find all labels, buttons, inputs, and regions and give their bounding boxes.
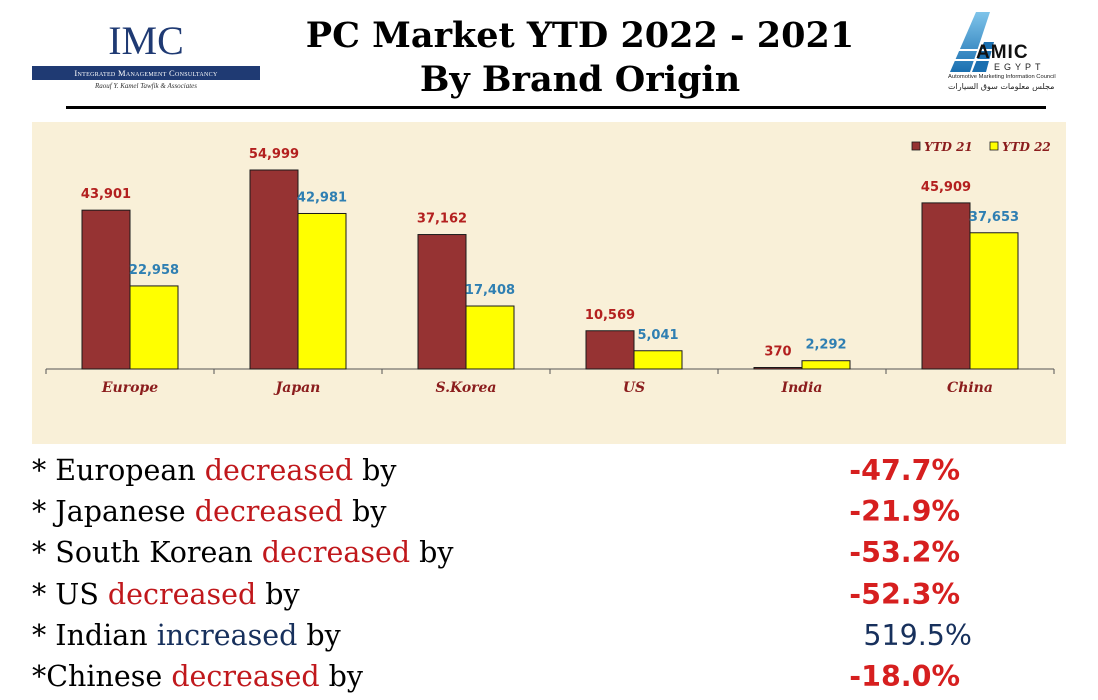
summary-list: * European decreased by -47.7% * Japanese …	[32, 450, 1072, 697]
data-label: 42,981	[297, 190, 347, 205]
chart-panel: 43,901 22,958 Europe 54,999 42,981 Japan 37,16…	[32, 122, 1066, 444]
data-label: 17,408	[465, 283, 515, 298]
summary-suffix: by	[297, 618, 341, 652]
summary-item: * US decreased by -52.3%	[32, 574, 1072, 615]
data-label: 22,958	[129, 263, 179, 278]
data-label: 45,909	[921, 180, 971, 195]
data-label: 2,292	[805, 338, 846, 353]
summary-text: * Indian increased by	[32, 615, 341, 656]
summary-percent: -53.2%	[849, 536, 960, 570]
summary-text: * European decreased by	[32, 450, 396, 491]
data-label: 54,999	[249, 147, 299, 162]
category-label-india: India	[781, 380, 823, 396]
data-label: 5,041	[637, 328, 678, 343]
data-label: 37,653	[969, 210, 1019, 225]
summary-item: * Japanese decreased by -21.9%	[32, 491, 1072, 532]
summary-verb: decreased	[107, 577, 257, 611]
category-label-china: China	[947, 380, 993, 396]
bar-ytd21-us	[585, 330, 635, 370]
bar-ytd22-skorea	[465, 305, 515, 370]
summary-item: *Chinese decreased by -18.0%	[32, 656, 1072, 697]
summary-suffix: by	[343, 495, 387, 529]
amic-logo: AMIC EGYPT Automotive Marketing Informat…	[946, 8, 1078, 94]
legend-swatch-ytd22	[989, 141, 999, 151]
imc-logo-tagline: Raouf Y. Kamel Tawfik & Associates	[94, 82, 198, 90]
data-label: 10,569	[585, 308, 635, 323]
summary-subject: * South Korean	[32, 536, 262, 570]
summary-percent: -52.3%	[849, 577, 960, 611]
title-divider	[66, 106, 1046, 109]
summary-percent: 519.5%	[863, 618, 972, 652]
summary-verb: decreased	[261, 536, 411, 570]
summary-subject: *Chinese	[32, 659, 172, 693]
summary-suffix: by	[353, 454, 397, 487]
legend-swatch-ytd21	[911, 141, 921, 151]
summary-text: * Japanese decreased by	[32, 491, 386, 532]
summary-percent: -47.7%	[849, 454, 960, 487]
legend-label-ytd21: YTD 21	[924, 140, 973, 154]
category-label-skorea: S.Korea	[435, 380, 496, 396]
summary-subject: * Japanese	[32, 495, 195, 529]
data-label: 370	[764, 345, 791, 360]
imc-logo-letters: IMC	[108, 18, 184, 63]
bar-ytd21-skorea	[417, 234, 467, 370]
title-line-2: By Brand Origin	[419, 59, 741, 100]
title-line-1: PC Market YTD 2022 - 2021	[305, 15, 855, 56]
bar-ytd21-india	[753, 367, 803, 370]
bar-ytd22-india	[801, 360, 851, 370]
bar-chart: 43,901 22,958 Europe 54,999 42,981 Japan 37,16…	[45, 140, 1055, 396]
amic-logo-word: AMIC	[976, 42, 1029, 63]
category-label-us: US	[623, 380, 645, 396]
bar-ytd22-europe	[129, 285, 179, 370]
amic-logo-country: EGYPT	[994, 62, 1045, 72]
summary-text: *Chinese decreased by	[32, 656, 363, 697]
summary-item: * European decreased by -47.7%	[32, 450, 1072, 491]
summary-item: * Indian increased by 519.5%	[32, 615, 1072, 656]
summary-percent: -21.9%	[849, 495, 960, 529]
summary-suffix: by	[410, 536, 454, 570]
summary-verb: decreased	[194, 495, 344, 529]
data-label: 37,162	[417, 212, 467, 227]
summary-verb: decreased	[171, 659, 320, 693]
data-label: 43,901	[81, 187, 131, 202]
summary-verb: decreased	[204, 454, 354, 487]
bar-ytd21-japan	[249, 169, 299, 370]
summary-subject: * US	[32, 577, 108, 611]
amic-logo-tagline: Automotive Marketing Information Council	[948, 74, 1056, 80]
summary-subject: * European	[32, 454, 205, 487]
category-label-europe: Europe	[101, 380, 158, 396]
summary-suffix: by	[319, 659, 364, 693]
amic-logo-arabic: مجلس معلومات سوق السيارات	[948, 82, 1055, 91]
bar-ytd21-china	[921, 202, 971, 370]
imc-logo-name: Integrated Management Consultancy	[32, 66, 260, 80]
legend-label-ytd22: YTD 22	[1002, 140, 1051, 154]
summary-verb: increased	[156, 618, 298, 652]
summary-percent: -18.0%	[849, 659, 960, 693]
summary-suffix: by	[256, 577, 300, 611]
bar-ytd22-japan	[297, 212, 347, 370]
category-label-japan: Japan	[273, 380, 321, 396]
imc-logo: IMC Integrated Management Consultancy Ra…	[32, 18, 260, 98]
summary-text: * South Korean decreased by	[32, 532, 454, 573]
bar-ytd22-china	[969, 232, 1019, 370]
summary-item: * South Korean decreased by -53.2%	[32, 532, 1072, 573]
bar-ytd22-us	[633, 350, 683, 370]
amic-logo-mark-icon	[950, 12, 994, 72]
page-title: PC Market YTD 2022 - 2021 By Brand Origi…	[260, 14, 900, 102]
summary-subject: * Indian	[32, 618, 157, 652]
bar-ytd21-europe	[81, 209, 131, 370]
summary-text: * US decreased by	[32, 574, 300, 615]
